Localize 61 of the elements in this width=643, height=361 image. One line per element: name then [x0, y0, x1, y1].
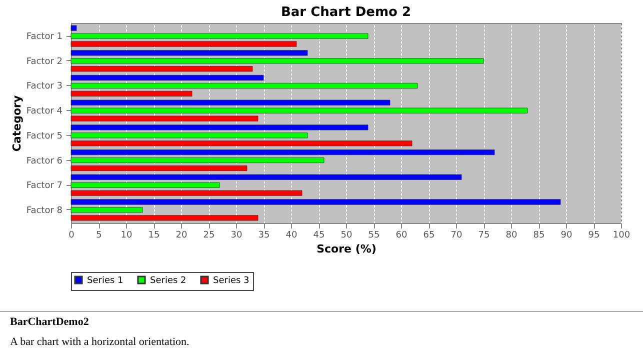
bar [70, 207, 143, 213]
x-tick-label: 35 [258, 230, 270, 240]
x-tick-label: 100 [612, 230, 630, 240]
legend-label: Series 2 [150, 276, 186, 286]
bar [70, 190, 302, 196]
y-tick-label: Factor 4 [26, 106, 63, 117]
x-tick-label: 5 [96, 230, 102, 240]
y-tick-label: Factor 6 [26, 156, 63, 166]
bar [70, 174, 462, 180]
x-tick-label: 10 [120, 230, 132, 240]
bar [70, 74, 264, 81]
x-tick-label: 55 [368, 230, 380, 240]
y-tick-label: Factor 5 [26, 131, 62, 142]
bar [70, 100, 390, 106]
x-tick-label: 0 [68, 230, 75, 240]
bar [70, 116, 258, 122]
x-tick-label: 50 [340, 230, 352, 240]
bar [70, 140, 412, 146]
x-tick-label: 70 [450, 230, 462, 240]
x-axis-title: Score (%) [316, 242, 376, 256]
y-tick-label: Factor 2 [26, 56, 62, 67]
bar [70, 33, 368, 39]
y-tick-label: Factor 8 [26, 206, 63, 216]
x-tick-label: 40 [286, 230, 298, 240]
bar [70, 90, 192, 96]
legend-label: Series 1 [87, 276, 124, 286]
bar [70, 150, 495, 156]
x-tick-label: 65 [423, 230, 435, 240]
x-tick-label: 75 [478, 230, 490, 240]
bar [70, 124, 368, 130]
x-tick-label: 85 [533, 230, 545, 240]
bar [70, 50, 308, 56]
text: A bar chart with a horizontal orientation. [10, 336, 190, 348]
bar [70, 157, 324, 164]
x-tick-label: 60 [396, 230, 408, 240]
x-tick-label: 80 [506, 230, 518, 240]
bar [70, 182, 220, 188]
x-tick-label: 15 [148, 230, 160, 240]
x-tick-label: 45 [313, 230, 325, 240]
bar [70, 41, 297, 47]
chart-title: Bar Chart Demo 2 [281, 5, 411, 20]
y-tick-label: Factor 1 [26, 32, 62, 42]
y-axis-title: Category [10, 95, 24, 152]
bar [70, 108, 528, 114]
text: BarChartDemo2 [10, 316, 90, 328]
bar [70, 165, 248, 172]
x-tick-label: 90 [560, 230, 572, 240]
x-tick-label: 30 [230, 230, 242, 240]
bar [70, 199, 561, 205]
x-tick-label: 20 [176, 230, 188, 240]
x-tick-label: 25 [203, 230, 215, 240]
legend-label: Series 3 [213, 276, 250, 286]
bar [70, 66, 253, 72]
bar [70, 82, 418, 89]
bar [70, 58, 484, 64]
bar [70, 25, 77, 31]
bar [70, 132, 308, 138]
x-tick-label: 95 [588, 230, 600, 240]
y-tick-label: Factor 7 [26, 181, 62, 192]
y-tick-label: Factor 3 [26, 82, 62, 92]
bar [70, 215, 258, 221]
